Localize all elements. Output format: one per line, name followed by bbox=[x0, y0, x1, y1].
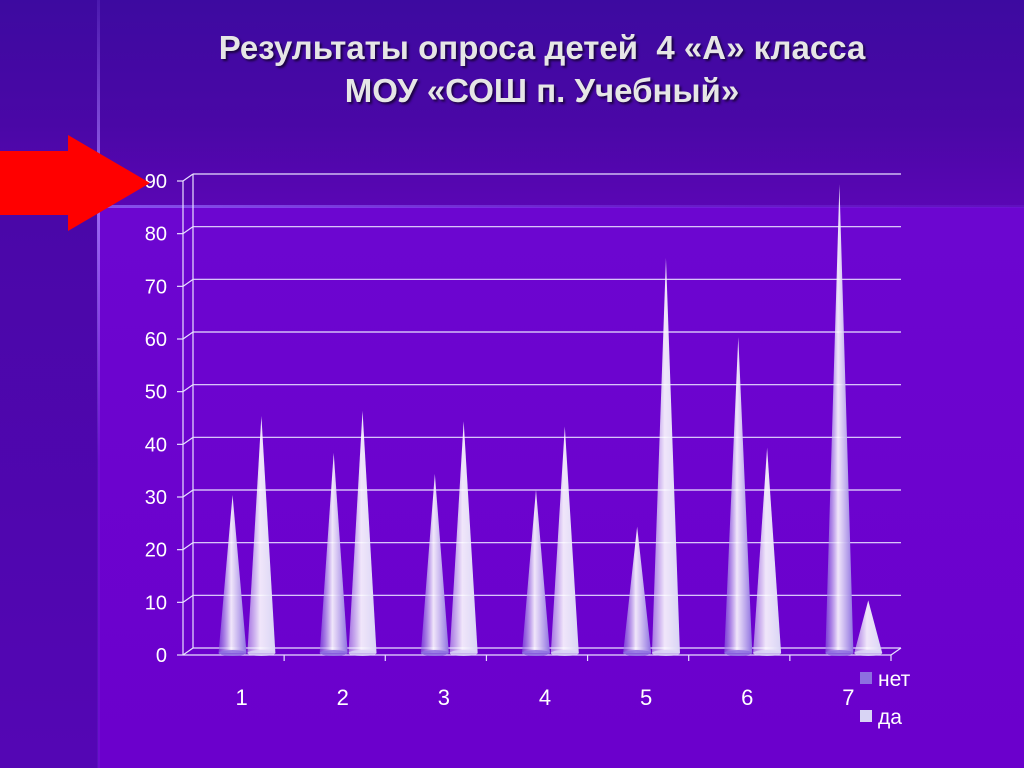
legend-label: нет bbox=[878, 668, 911, 691]
cone-bar-base bbox=[449, 650, 478, 656]
cone-bar bbox=[521, 489, 550, 653]
cone-bar-base bbox=[651, 650, 680, 656]
gridline-connector bbox=[182, 331, 194, 340]
cone-bar-base bbox=[247, 650, 276, 656]
x-tick-label: 6 bbox=[741, 685, 753, 710]
gridline-connector bbox=[182, 647, 194, 656]
cone-bar bbox=[651, 258, 680, 653]
red-arrow-icon bbox=[0, 135, 150, 231]
cone-bar-base bbox=[521, 650, 550, 656]
slide-title-line-2: МОУ «СОШ п. Учебный» bbox=[344, 72, 740, 109]
cone-bar bbox=[348, 410, 377, 653]
cone-bar bbox=[753, 447, 782, 653]
cone-bar-base bbox=[218, 650, 247, 656]
cone-bar-base bbox=[854, 650, 883, 656]
decorative-horizontal-line bbox=[0, 205, 1024, 208]
decorative-vertical-line bbox=[97, 0, 100, 768]
y-tick-label: 10 bbox=[145, 592, 167, 614]
legend-swatch bbox=[860, 710, 872, 722]
gridline-connector bbox=[182, 542, 194, 551]
y-tick-label: 60 bbox=[145, 329, 167, 351]
slide-title: Результаты опроса детей 4 «А» класса МОУ… bbox=[0, 26, 1024, 112]
x-tick-label: 4 bbox=[539, 685, 551, 710]
gridline-connector bbox=[182, 436, 194, 445]
cone-bar bbox=[550, 426, 579, 653]
cone-bar-base bbox=[623, 650, 652, 656]
cone-bar bbox=[319, 452, 348, 653]
gridline-connector bbox=[182, 226, 194, 235]
x-tick-label: 3 bbox=[438, 685, 450, 710]
cone-bar-base bbox=[319, 650, 348, 656]
cone-bar-base bbox=[420, 650, 449, 656]
gridline-connector bbox=[182, 384, 194, 393]
gridline-connector bbox=[182, 594, 194, 603]
cone-bar bbox=[724, 337, 753, 653]
x-tick-label: 2 bbox=[337, 685, 349, 710]
y-tick-label: 20 bbox=[145, 540, 167, 562]
cone-bar-base bbox=[753, 650, 782, 656]
y-tick-label: 70 bbox=[145, 276, 167, 298]
gridline-connector bbox=[182, 278, 194, 287]
y-tick-label: 80 bbox=[145, 224, 167, 246]
y-tick-label: 30 bbox=[145, 487, 167, 509]
x-tick-label: 5 bbox=[640, 685, 652, 710]
cone-bar bbox=[247, 416, 276, 653]
y-tick-label: 40 bbox=[145, 434, 167, 456]
x-axis-depth bbox=[890, 647, 902, 656]
cone-bar-base bbox=[825, 650, 854, 656]
y-tick-label: 0 bbox=[156, 645, 167, 667]
cone-bar-base bbox=[348, 650, 377, 656]
cone-bar-base bbox=[724, 650, 753, 656]
slide-title-line-1: Результаты опроса детей 4 «А» класса bbox=[218, 29, 866, 66]
legend-label: да bbox=[878, 706, 902, 729]
cone-bar bbox=[420, 473, 449, 653]
cone-bar bbox=[218, 495, 247, 653]
cone-bar bbox=[854, 600, 883, 653]
cone-bar bbox=[623, 526, 652, 653]
legend-swatch bbox=[860, 672, 872, 684]
gridline-connector bbox=[182, 173, 194, 182]
slide-background-top bbox=[0, 0, 1024, 207]
y-tick-label: 50 bbox=[145, 382, 167, 404]
cone-bar bbox=[449, 421, 478, 653]
x-tick-label: 7 bbox=[842, 685, 854, 710]
cone-bar-base bbox=[550, 650, 579, 656]
x-tick-label: 1 bbox=[235, 685, 247, 710]
gridline-connector bbox=[182, 489, 194, 498]
y-tick-label: 90 bbox=[145, 171, 167, 193]
slide-background-left bbox=[0, 207, 98, 768]
cone-bar bbox=[825, 184, 854, 653]
